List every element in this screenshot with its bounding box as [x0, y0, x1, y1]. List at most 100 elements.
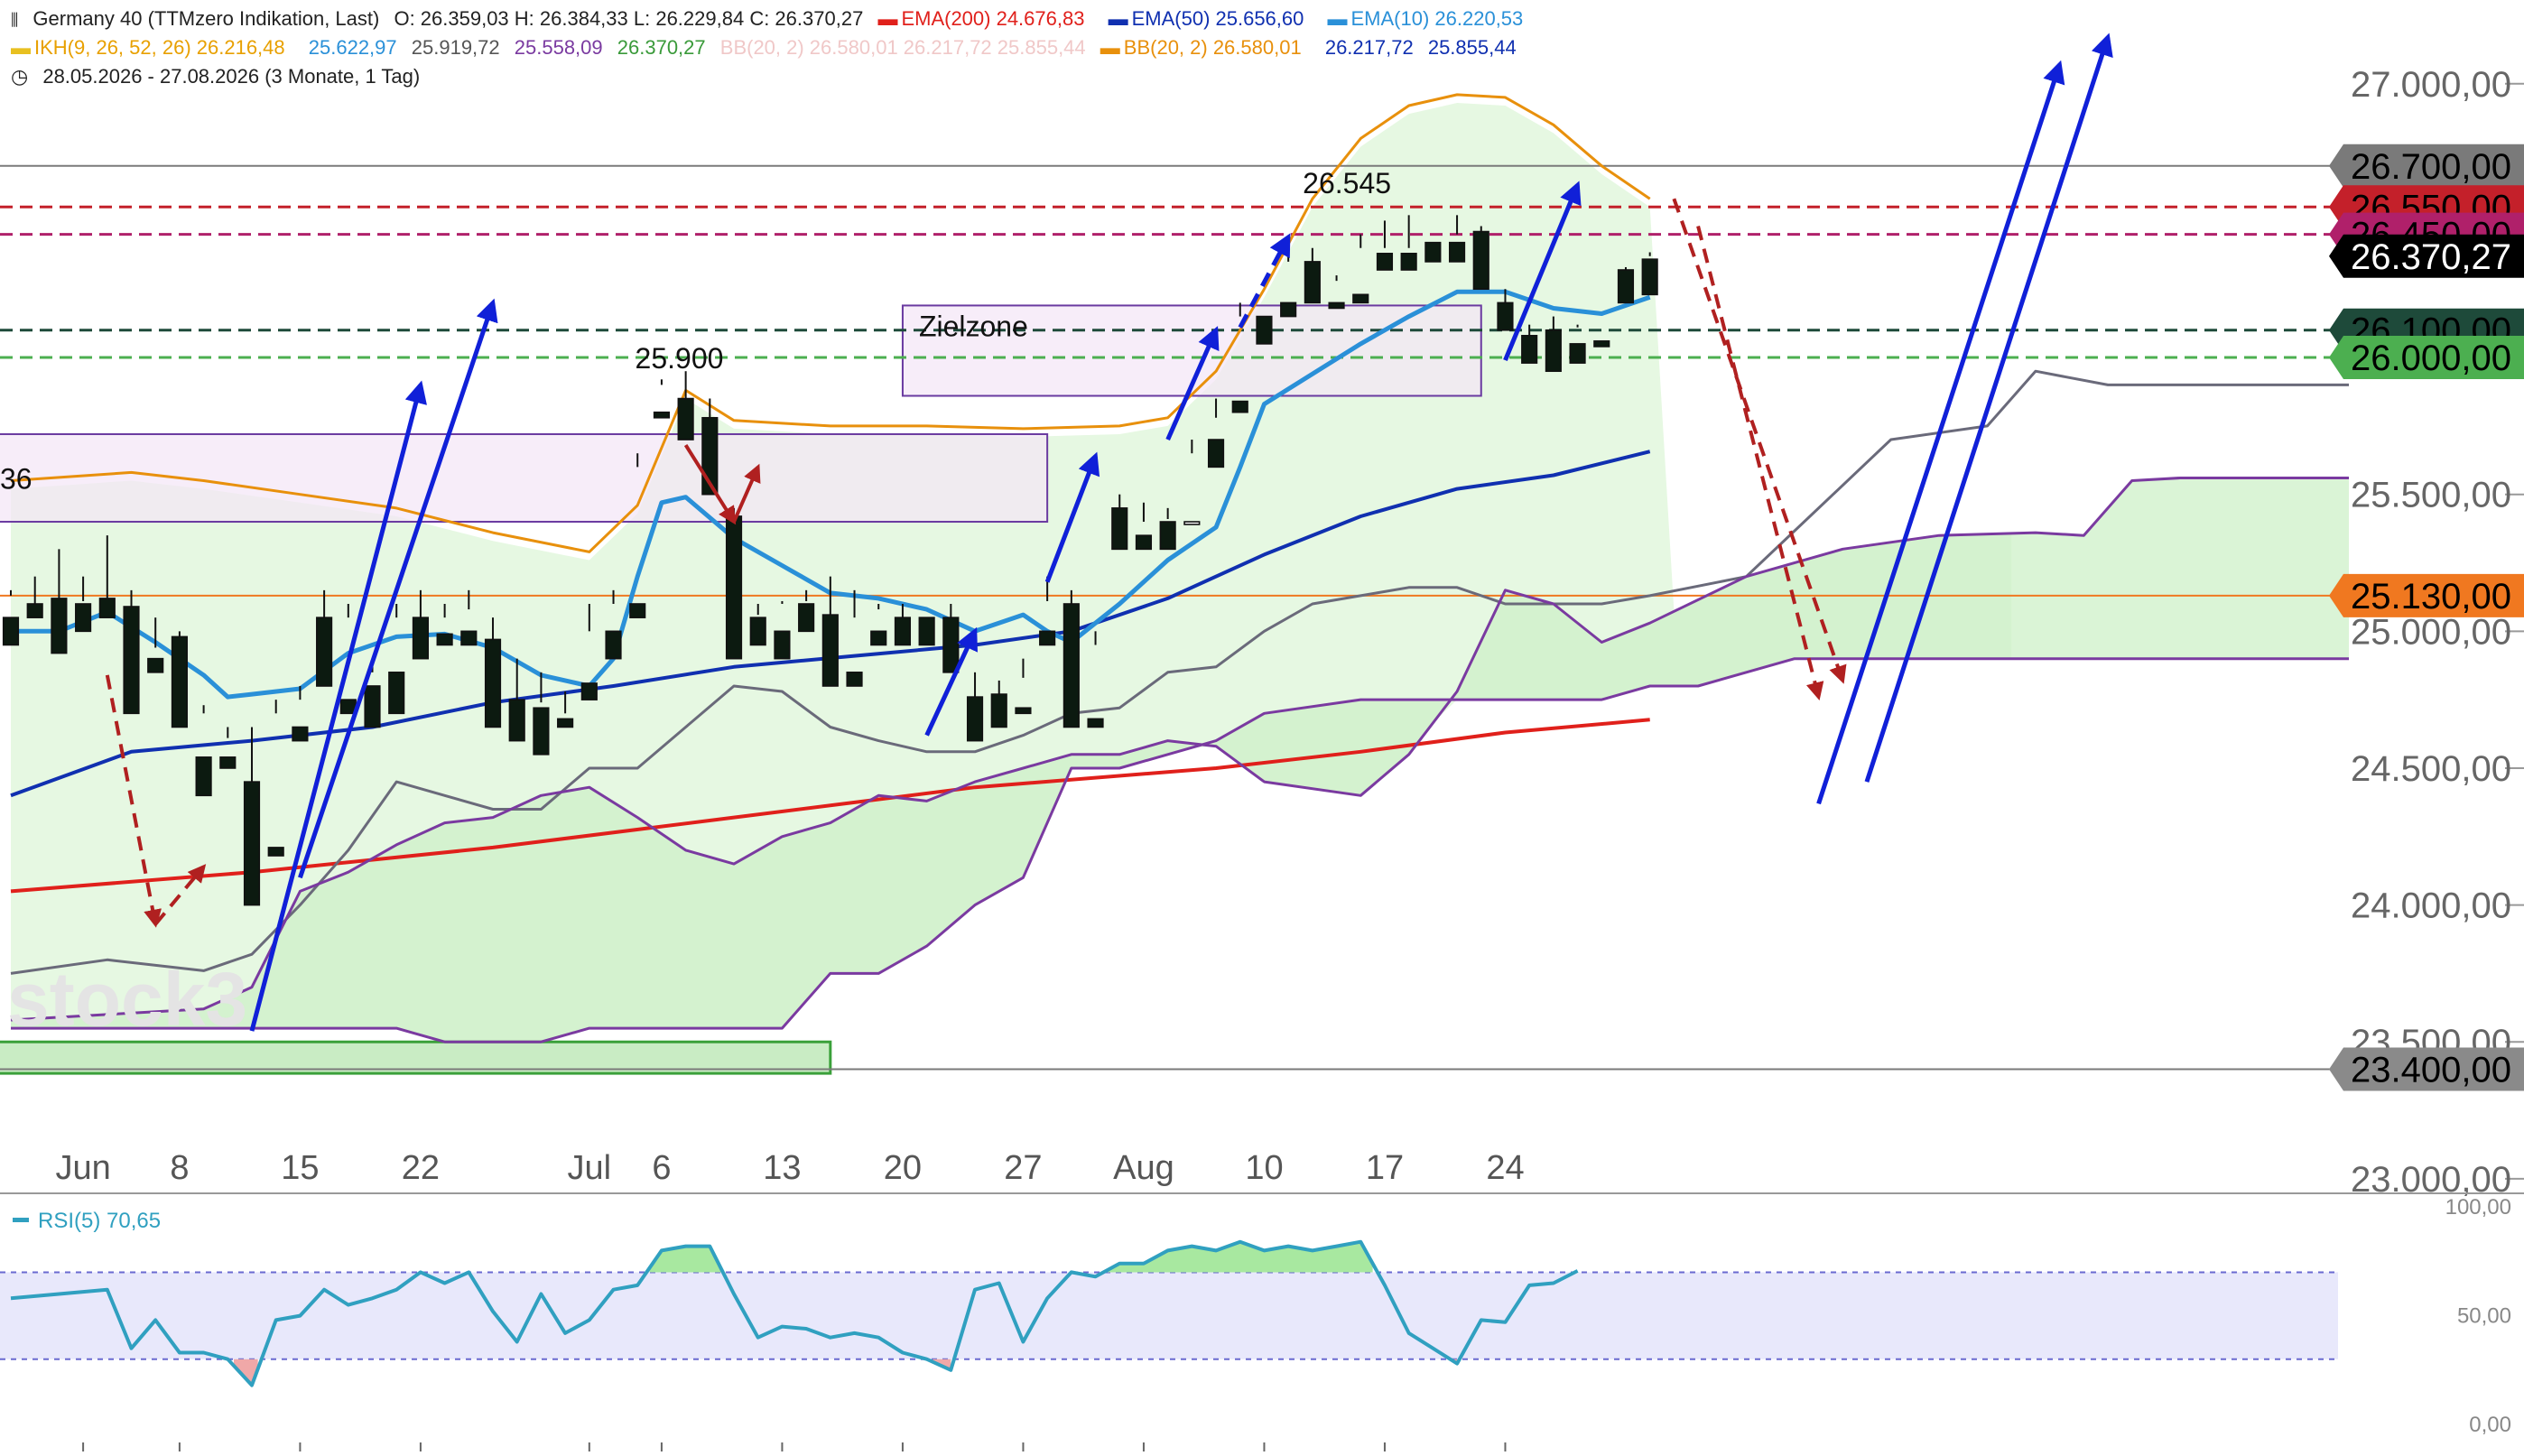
ohlc-values: O: 26.359,03 H: 26.384,33 L: 26.229,84 C…	[394, 7, 863, 30]
bb-faded-legend[interactable]: BB(20, 2) 26.580,01 26.217,72 25.855,44	[720, 36, 1086, 59]
candle-body	[509, 700, 524, 740]
candle-body	[437, 634, 452, 645]
x-tick-label: 24	[1486, 1149, 1524, 1187]
candle-body	[413, 617, 429, 658]
level-label-25900: 25.900	[636, 342, 724, 375]
candle-body	[1088, 719, 1103, 727]
x-tick-label: 17	[1366, 1149, 1404, 1187]
candle-body	[750, 617, 766, 645]
chart-type-icon[interactable]: ⫼	[11, 11, 18, 29]
ema200-legend[interactable]: ▬EMA(200) 24.676,83	[877, 7, 1093, 30]
candle-67[interactable]	[1619, 267, 1634, 302]
candle-body	[1594, 341, 1610, 347]
candle-body	[799, 604, 814, 631]
ikh-legend[interactable]: ▬IKH(9, 26, 52, 26) 26.216,48	[11, 36, 294, 59]
x-tick-label: 15	[281, 1149, 319, 1187]
candle-body	[1016, 708, 1031, 713]
candle-body	[943, 617, 959, 672]
ikh-value-2: 25.622,97	[309, 36, 397, 59]
candle-body	[100, 598, 116, 617]
arrow-blue-8[interactable]	[1867, 37, 2108, 782]
candle-body	[606, 631, 621, 658]
bb-value-3: 25.855,44	[1428, 36, 1517, 59]
price-badge-0[interactable]: 26.700,00	[2329, 144, 2524, 188]
price-badge-label: 26.370,27	[2351, 237, 2511, 277]
candle-body	[461, 631, 477, 645]
candle-body	[1619, 270, 1634, 302]
candle-body	[268, 848, 283, 856]
candle-body	[1353, 294, 1369, 302]
rsi-band	[0, 1272, 2338, 1359]
candle-body	[1184, 522, 1200, 524]
ikh-value-3: 25.919,72	[412, 36, 500, 59]
price-badge-6[interactable]: 25.130,00	[2329, 574, 2524, 617]
candle-body	[582, 683, 598, 700]
candle-7[interactable]	[172, 631, 188, 727]
candle-body	[630, 604, 645, 617]
left-cut-label: 36	[0, 463, 32, 496]
watermark-logo: stock3	[7, 957, 247, 1042]
resistance-zone[interactable]	[0, 434, 1047, 522]
candle-61[interactable]	[1473, 226, 1489, 289]
x-tick-label: Jul	[568, 1149, 612, 1187]
candle-body	[365, 686, 380, 727]
x-tick-label: 13	[763, 1149, 801, 1187]
candle-body	[1473, 232, 1489, 290]
candle-body	[1378, 254, 1393, 270]
ema50-legend[interactable]: ▬EMA(50) 25.656,60	[1109, 7, 1313, 30]
candle-body	[1112, 508, 1127, 549]
candle-body	[1137, 535, 1152, 549]
candle-30[interactable]	[727, 508, 742, 659]
candle-body	[172, 636, 188, 727]
candle-body	[317, 617, 332, 686]
candle-body	[1450, 243, 1465, 262]
price-badge-3[interactable]: 26.370,27	[2329, 235, 2524, 278]
date-range[interactable]: 28.05.2026 - 27.08.2026 (3 Monate, 1 Tag…	[42, 65, 420, 88]
candle-body	[1064, 604, 1080, 727]
candle-27[interactable]	[654, 379, 670, 417]
candle-body	[220, 757, 236, 768]
candle-28[interactable]	[678, 371, 693, 440]
instrument-name: Germany 40 (TTMzero Indikation, Last)	[32, 7, 379, 30]
rsi-legend-swatch	[13, 1218, 29, 1222]
candle-body	[1281, 302, 1296, 316]
x-tick-label: Jun	[55, 1149, 110, 1187]
arrow-blue-7[interactable]	[1819, 65, 2060, 804]
price-badge-label: 26.000,00	[2351, 338, 2511, 378]
ikh-value-4: 25.558,09	[515, 36, 603, 59]
y-tick-label: 27.000,00	[2351, 65, 2511, 105]
candle-body	[919, 617, 934, 645]
candle-body	[1401, 254, 1416, 270]
candle-44[interactable]	[1064, 590, 1080, 728]
candle-body	[1232, 402, 1248, 413]
candle-body	[1642, 259, 1657, 294]
candle-body	[124, 607, 139, 713]
y-tick-label: 25.500,00	[2351, 476, 2511, 515]
ichimoku-cloud-layer	[11, 103, 2349, 1042]
price-badge-5[interactable]: 26.000,00	[2329, 336, 2524, 379]
candle-body	[292, 727, 308, 740]
candle-body	[1522, 336, 1537, 363]
candle-68[interactable]	[1642, 252, 1657, 294]
candle-body	[486, 639, 501, 727]
candle-body	[76, 604, 91, 631]
ema10-legend[interactable]: ▬EMA(10) 26.220,53	[1328, 7, 1533, 30]
header-line-3: ◷ 28.05.2026 - 27.08.2026 (3 Monate, 1 T…	[11, 65, 429, 88]
x-tick-label: 27	[1004, 1149, 1042, 1187]
candle-body	[871, 631, 886, 645]
candle-body	[148, 659, 163, 672]
candle-body	[727, 516, 742, 659]
bb-legend[interactable]: ▬BB(20, 2) 26.580,01	[1100, 36, 1311, 59]
candle-body	[389, 672, 404, 713]
candle-body	[1570, 344, 1585, 363]
candle-body	[1305, 262, 1321, 302]
candle-5[interactable]	[124, 590, 139, 713]
header-line-2: ▬IKH(9, 26, 52, 26) 26.216,48 25.622,97 …	[11, 36, 1526, 60]
candle-body	[534, 708, 549, 755]
price-badge-7[interactable]: 23.400,00	[2329, 1048, 2524, 1091]
x-tick-label: 10	[1245, 1149, 1283, 1187]
candle-body	[1160, 522, 1175, 549]
clock-icon: ◷	[11, 65, 28, 88]
price-badge-label: 26.700,00	[2351, 147, 2511, 187]
